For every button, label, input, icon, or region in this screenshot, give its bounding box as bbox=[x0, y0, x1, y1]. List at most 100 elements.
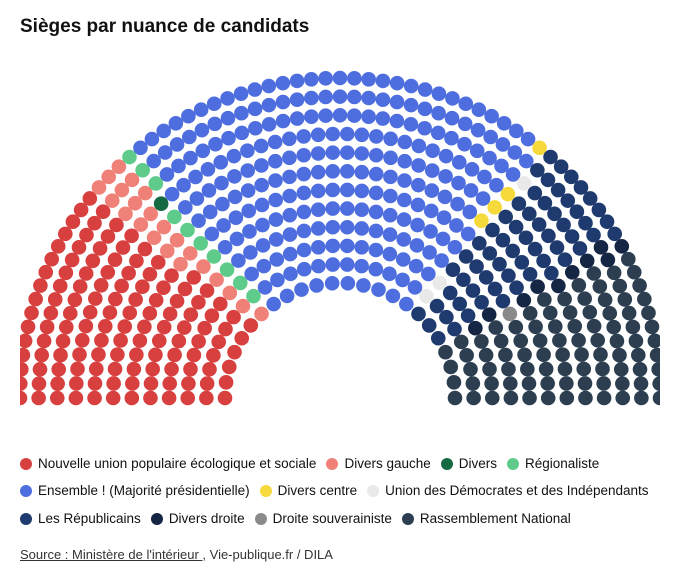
seat-dot bbox=[63, 306, 78, 321]
seat-dot bbox=[33, 362, 48, 377]
seat-dot bbox=[170, 233, 185, 248]
seat-dot bbox=[347, 71, 362, 86]
seat-dot bbox=[482, 362, 497, 377]
legend-item-reg: Régionaliste bbox=[507, 451, 599, 477]
seat-dot bbox=[513, 334, 528, 349]
seat-dot bbox=[290, 92, 305, 107]
seat-dot bbox=[466, 391, 481, 406]
seat-dot bbox=[113, 333, 128, 348]
seat-dot bbox=[73, 279, 88, 294]
seat-dot bbox=[501, 187, 516, 202]
seat-dot bbox=[218, 391, 233, 406]
seat-dot bbox=[386, 289, 401, 304]
seat-dot bbox=[472, 236, 487, 251]
seat-dot bbox=[200, 283, 215, 298]
seat-dot bbox=[262, 117, 277, 132]
seat-dot bbox=[425, 163, 440, 178]
seat-dot bbox=[191, 213, 206, 228]
seat-dot bbox=[325, 239, 340, 254]
seat-dot bbox=[530, 279, 545, 294]
seat-dot bbox=[248, 102, 263, 117]
seat-dot bbox=[627, 265, 642, 280]
seat-dot bbox=[108, 362, 123, 377]
legend-item-div: Divers bbox=[441, 451, 497, 477]
seat-dot bbox=[230, 232, 245, 247]
seat-dot bbox=[178, 282, 193, 297]
seat-dot bbox=[282, 132, 297, 147]
legend-label: Les Républicains bbox=[38, 506, 141, 532]
seat-dot bbox=[66, 214, 81, 229]
seat-dot bbox=[20, 376, 28, 391]
seat-dot bbox=[563, 305, 578, 320]
seat-dot bbox=[390, 114, 405, 129]
source-link[interactable]: Ministère de l'intérieur bbox=[72, 547, 202, 562]
seat-dot bbox=[522, 391, 537, 406]
seat-dot bbox=[422, 245, 437, 260]
seat-dot bbox=[621, 252, 636, 267]
seat-dot bbox=[498, 348, 513, 363]
seat-dot bbox=[634, 391, 649, 406]
legend-swatch bbox=[326, 458, 338, 470]
legend-label: Ensemble ! (Majorité présidentielle) bbox=[38, 478, 250, 504]
seat-dot bbox=[31, 391, 46, 406]
seat-dot bbox=[297, 186, 312, 201]
seat-dot bbox=[596, 376, 611, 391]
seat-dot bbox=[325, 183, 340, 198]
seat-dot bbox=[533, 333, 548, 348]
seat-dot bbox=[33, 278, 48, 293]
seat-dot bbox=[390, 95, 405, 110]
seat-dot bbox=[199, 391, 214, 406]
seat-dot bbox=[354, 221, 369, 236]
seat-dot bbox=[382, 267, 397, 282]
seat-dot bbox=[614, 362, 629, 377]
seat-dot bbox=[59, 266, 74, 281]
seat-dot bbox=[536, 347, 551, 362]
seat-dot bbox=[397, 212, 412, 227]
seat-dot bbox=[587, 266, 602, 281]
seat-dot bbox=[181, 376, 196, 391]
seat-dot bbox=[211, 335, 226, 350]
seat-dot bbox=[154, 196, 169, 211]
legend-item-rn: Rassemblement National bbox=[402, 506, 571, 532]
seat-dot bbox=[544, 266, 559, 281]
source-prefix: Source : bbox=[20, 547, 72, 562]
seat-dot bbox=[218, 322, 233, 337]
seat-dot bbox=[555, 347, 570, 362]
seat-dot bbox=[297, 262, 312, 277]
seat-dot bbox=[228, 190, 243, 205]
seat-dot bbox=[129, 254, 144, 269]
seat-dot bbox=[32, 376, 47, 391]
seat-dot bbox=[216, 218, 231, 233]
seat-dot bbox=[68, 293, 83, 308]
seat-dot bbox=[94, 333, 109, 348]
seat-dot bbox=[254, 139, 269, 154]
seat-dot bbox=[468, 321, 483, 336]
seat-dot bbox=[170, 294, 185, 309]
seat-dot bbox=[369, 186, 384, 201]
seat-dot bbox=[474, 213, 489, 228]
seat-dot bbox=[202, 183, 217, 198]
seat-dot bbox=[383, 189, 398, 204]
seat-dot bbox=[509, 320, 524, 335]
seat-dot bbox=[72, 347, 87, 362]
seat-dot bbox=[205, 227, 220, 242]
seat-dot bbox=[231, 253, 246, 268]
seat-dot bbox=[593, 347, 608, 362]
legend-label: Régionaliste bbox=[525, 451, 599, 477]
seat-dot bbox=[297, 224, 312, 239]
seat-dot bbox=[181, 109, 196, 124]
seat-dot bbox=[573, 241, 588, 256]
seat-dot bbox=[51, 362, 66, 377]
seat-dot bbox=[294, 282, 309, 297]
seat-dot bbox=[110, 347, 125, 362]
seat-dot bbox=[489, 178, 504, 193]
seat-dot bbox=[48, 292, 63, 307]
seat-dot bbox=[243, 245, 258, 260]
seat-dot bbox=[234, 331, 249, 346]
seat-dot bbox=[128, 292, 143, 307]
seat-dot bbox=[417, 121, 432, 136]
seat-dot bbox=[145, 362, 160, 377]
seat-dot bbox=[207, 96, 222, 111]
seat-dot bbox=[492, 257, 507, 272]
legend-item-dsv: Droite souverainiste bbox=[255, 506, 392, 532]
